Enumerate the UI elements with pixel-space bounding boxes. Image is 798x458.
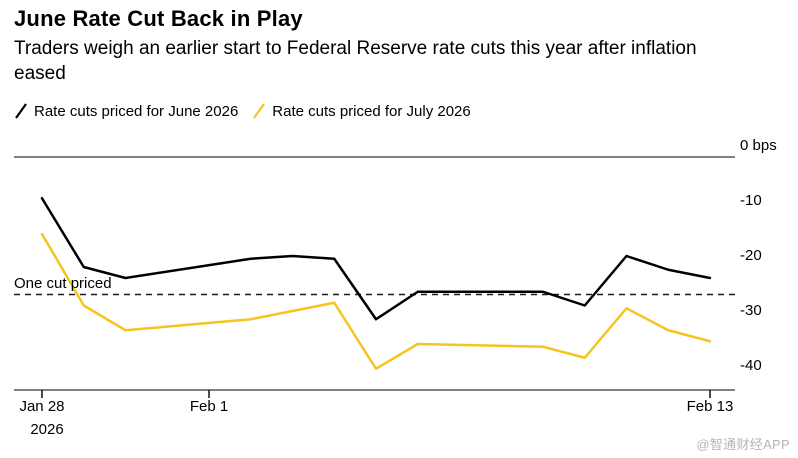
legend-item-june-2026: Rate cuts priced for June 2026 <box>14 102 238 120</box>
y-axis-tick-label: -30 <box>740 302 762 319</box>
line-swatch-icon <box>253 103 266 119</box>
x-axis-tick-sublabel: 2026 <box>30 421 64 438</box>
chart-title: June Rate Cut Back in Play <box>14 6 303 31</box>
watermark: @智通财经APP <box>696 437 790 452</box>
chart-subtitle: Traders weigh an earlier start to Federa… <box>14 38 697 85</box>
legend: Rate cuts priced for June 2026 Rate cuts… <box>14 102 471 120</box>
x-axis-tick-label: Feb 1 <box>189 398 229 415</box>
legend-label-july-2026: Rate cuts priced for July 2026 <box>272 102 471 120</box>
legend-item-july-2026: Rate cuts priced for July 2026 <box>252 102 471 120</box>
y-axis-tick-label: -40 <box>740 357 762 374</box>
series-line-rate-cuts-priced-for-june-2026 <box>40 197 712 321</box>
y-axis-tick-label: -10 <box>740 192 762 209</box>
y-axis-tick-label: 0 bps <box>740 137 777 154</box>
annotation-label: One cut priced <box>14 274 112 292</box>
legend-label-june-2026: Rate cuts priced for June 2026 <box>34 102 239 120</box>
y-axis-tick-label: -20 <box>740 247 762 264</box>
line-swatch-icon <box>15 103 27 119</box>
x-axis-tick-label: Jan 28 <box>19 398 65 415</box>
series-line-rate-cuts-priced-for-july-2026 <box>40 232 712 370</box>
x-axis-tick-label: Feb 13 <box>686 398 734 415</box>
